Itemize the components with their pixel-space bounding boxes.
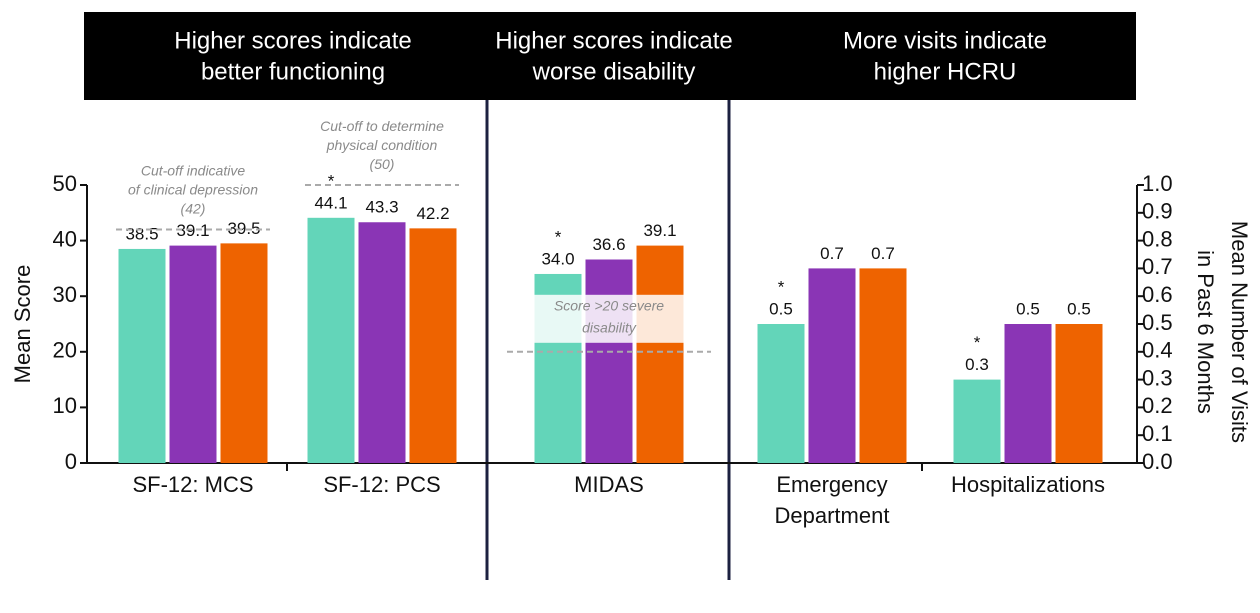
bar — [169, 245, 217, 463]
asterisk: * — [778, 277, 785, 296]
bar — [118, 248, 166, 463]
value-label: 0.7 — [871, 244, 895, 263]
asterisk: * — [974, 333, 981, 352]
reference-label: of clinical depression — [128, 182, 258, 198]
y2-tick-label: 0.1 — [1142, 421, 1173, 446]
asterisk: * — [555, 227, 562, 246]
reference-label: Cut-off to determine — [320, 118, 444, 134]
reference-label: (42) — [181, 201, 206, 217]
bar — [409, 228, 457, 463]
x-tick-label: Emergency — [776, 472, 887, 497]
value-label: 0.5 — [1067, 299, 1091, 318]
y-tick-label: 0 — [65, 449, 77, 474]
header-text: worse disability — [532, 58, 696, 85]
value-label: 39.5 — [227, 219, 260, 238]
reference-label: Score >20 severe — [554, 298, 664, 314]
x-tick-label: SF-12: MCS — [132, 472, 253, 497]
y2-axis-label: Mean Number of Visits — [1227, 221, 1252, 443]
y2-axis-label: in Past 6 Months — [1193, 250, 1218, 414]
y-tick-label: 30 — [53, 282, 77, 307]
bar — [757, 324, 805, 463]
x-tick-label: SF-12: PCS — [323, 472, 440, 497]
y-tick-label: 20 — [53, 338, 77, 363]
value-label: 34.0 — [541, 249, 574, 268]
value-label: 43.3 — [365, 198, 398, 217]
value-label: 44.1 — [314, 193, 347, 212]
y2-tick-label: 0.4 — [1142, 338, 1173, 363]
value-label: 0.5 — [769, 299, 793, 318]
value-label: 39.1 — [176, 221, 209, 240]
asterisk: * — [328, 171, 335, 190]
bar — [859, 268, 907, 463]
header-text: Higher scores indicate — [174, 27, 411, 54]
value-label: 36.6 — [592, 235, 625, 254]
value-label: 0.3 — [965, 355, 989, 374]
value-label: 38.5 — [125, 224, 158, 243]
label-bg — [521, 294, 697, 343]
x-tick-label: Hospitalizations — [951, 472, 1105, 497]
x-tick-label: MIDAS — [574, 472, 644, 497]
y-tick-label: 50 — [53, 171, 77, 196]
y2-tick-label: 0.9 — [1142, 199, 1173, 224]
reference-label: physical condition — [326, 137, 438, 153]
y2-tick-label: 0.6 — [1142, 282, 1173, 307]
reference-label: Cut-off indicative — [141, 163, 245, 179]
y2-tick-label: 0.5 — [1142, 310, 1173, 335]
header-text: More visits indicate — [843, 27, 1047, 54]
header-text: Higher scores indicate — [495, 27, 732, 54]
header-band — [84, 12, 1136, 100]
value-label: 42.2 — [416, 204, 449, 223]
bar — [808, 268, 856, 463]
bar — [220, 243, 268, 463]
y2-tick-label: 0.8 — [1142, 226, 1173, 251]
bar — [636, 245, 684, 463]
bar — [1055, 324, 1103, 463]
y-tick-label: 10 — [53, 393, 77, 418]
bar — [358, 222, 406, 463]
y-tick-label: 40 — [53, 226, 77, 251]
bar — [1004, 324, 1052, 463]
header-text: better functioning — [201, 58, 385, 85]
y2-tick-label: 0.7 — [1142, 254, 1173, 279]
x-tick-label: Department — [775, 503, 890, 528]
reference-label: (50) — [370, 156, 395, 172]
y2-tick-label: 1.0 — [1142, 171, 1173, 196]
bar — [585, 259, 633, 463]
reference-label: disability — [582, 320, 637, 336]
value-label: 0.7 — [820, 244, 844, 263]
bar — [953, 379, 1001, 463]
y-axis-label: Mean Score — [10, 265, 35, 384]
value-label: 39.1 — [643, 221, 676, 240]
y2-tick-label: 0.3 — [1142, 365, 1173, 390]
y2-tick-label: 0.2 — [1142, 393, 1173, 418]
value-label: 0.5 — [1016, 299, 1040, 318]
header-text: higher HCRU — [874, 58, 1017, 85]
bar — [307, 217, 355, 463]
y2-tick-label: 0.0 — [1142, 449, 1173, 474]
